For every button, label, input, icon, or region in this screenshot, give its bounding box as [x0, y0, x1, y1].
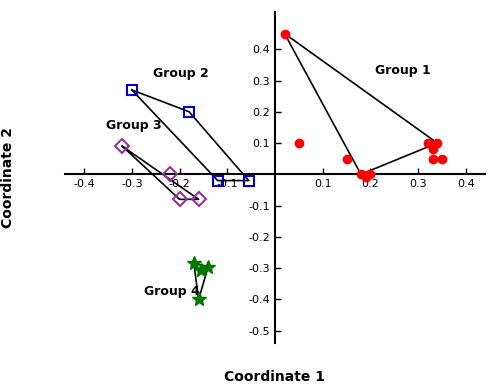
Text: Group 1: Group 1 [375, 64, 431, 77]
Y-axis label: Coordinate 2: Coordinate 2 [0, 127, 14, 228]
Text: Group 2: Group 2 [154, 67, 209, 80]
Text: Group 3: Group 3 [106, 119, 161, 132]
Text: Group 4: Group 4 [144, 285, 200, 298]
X-axis label: Coordinate 1: Coordinate 1 [224, 370, 326, 384]
